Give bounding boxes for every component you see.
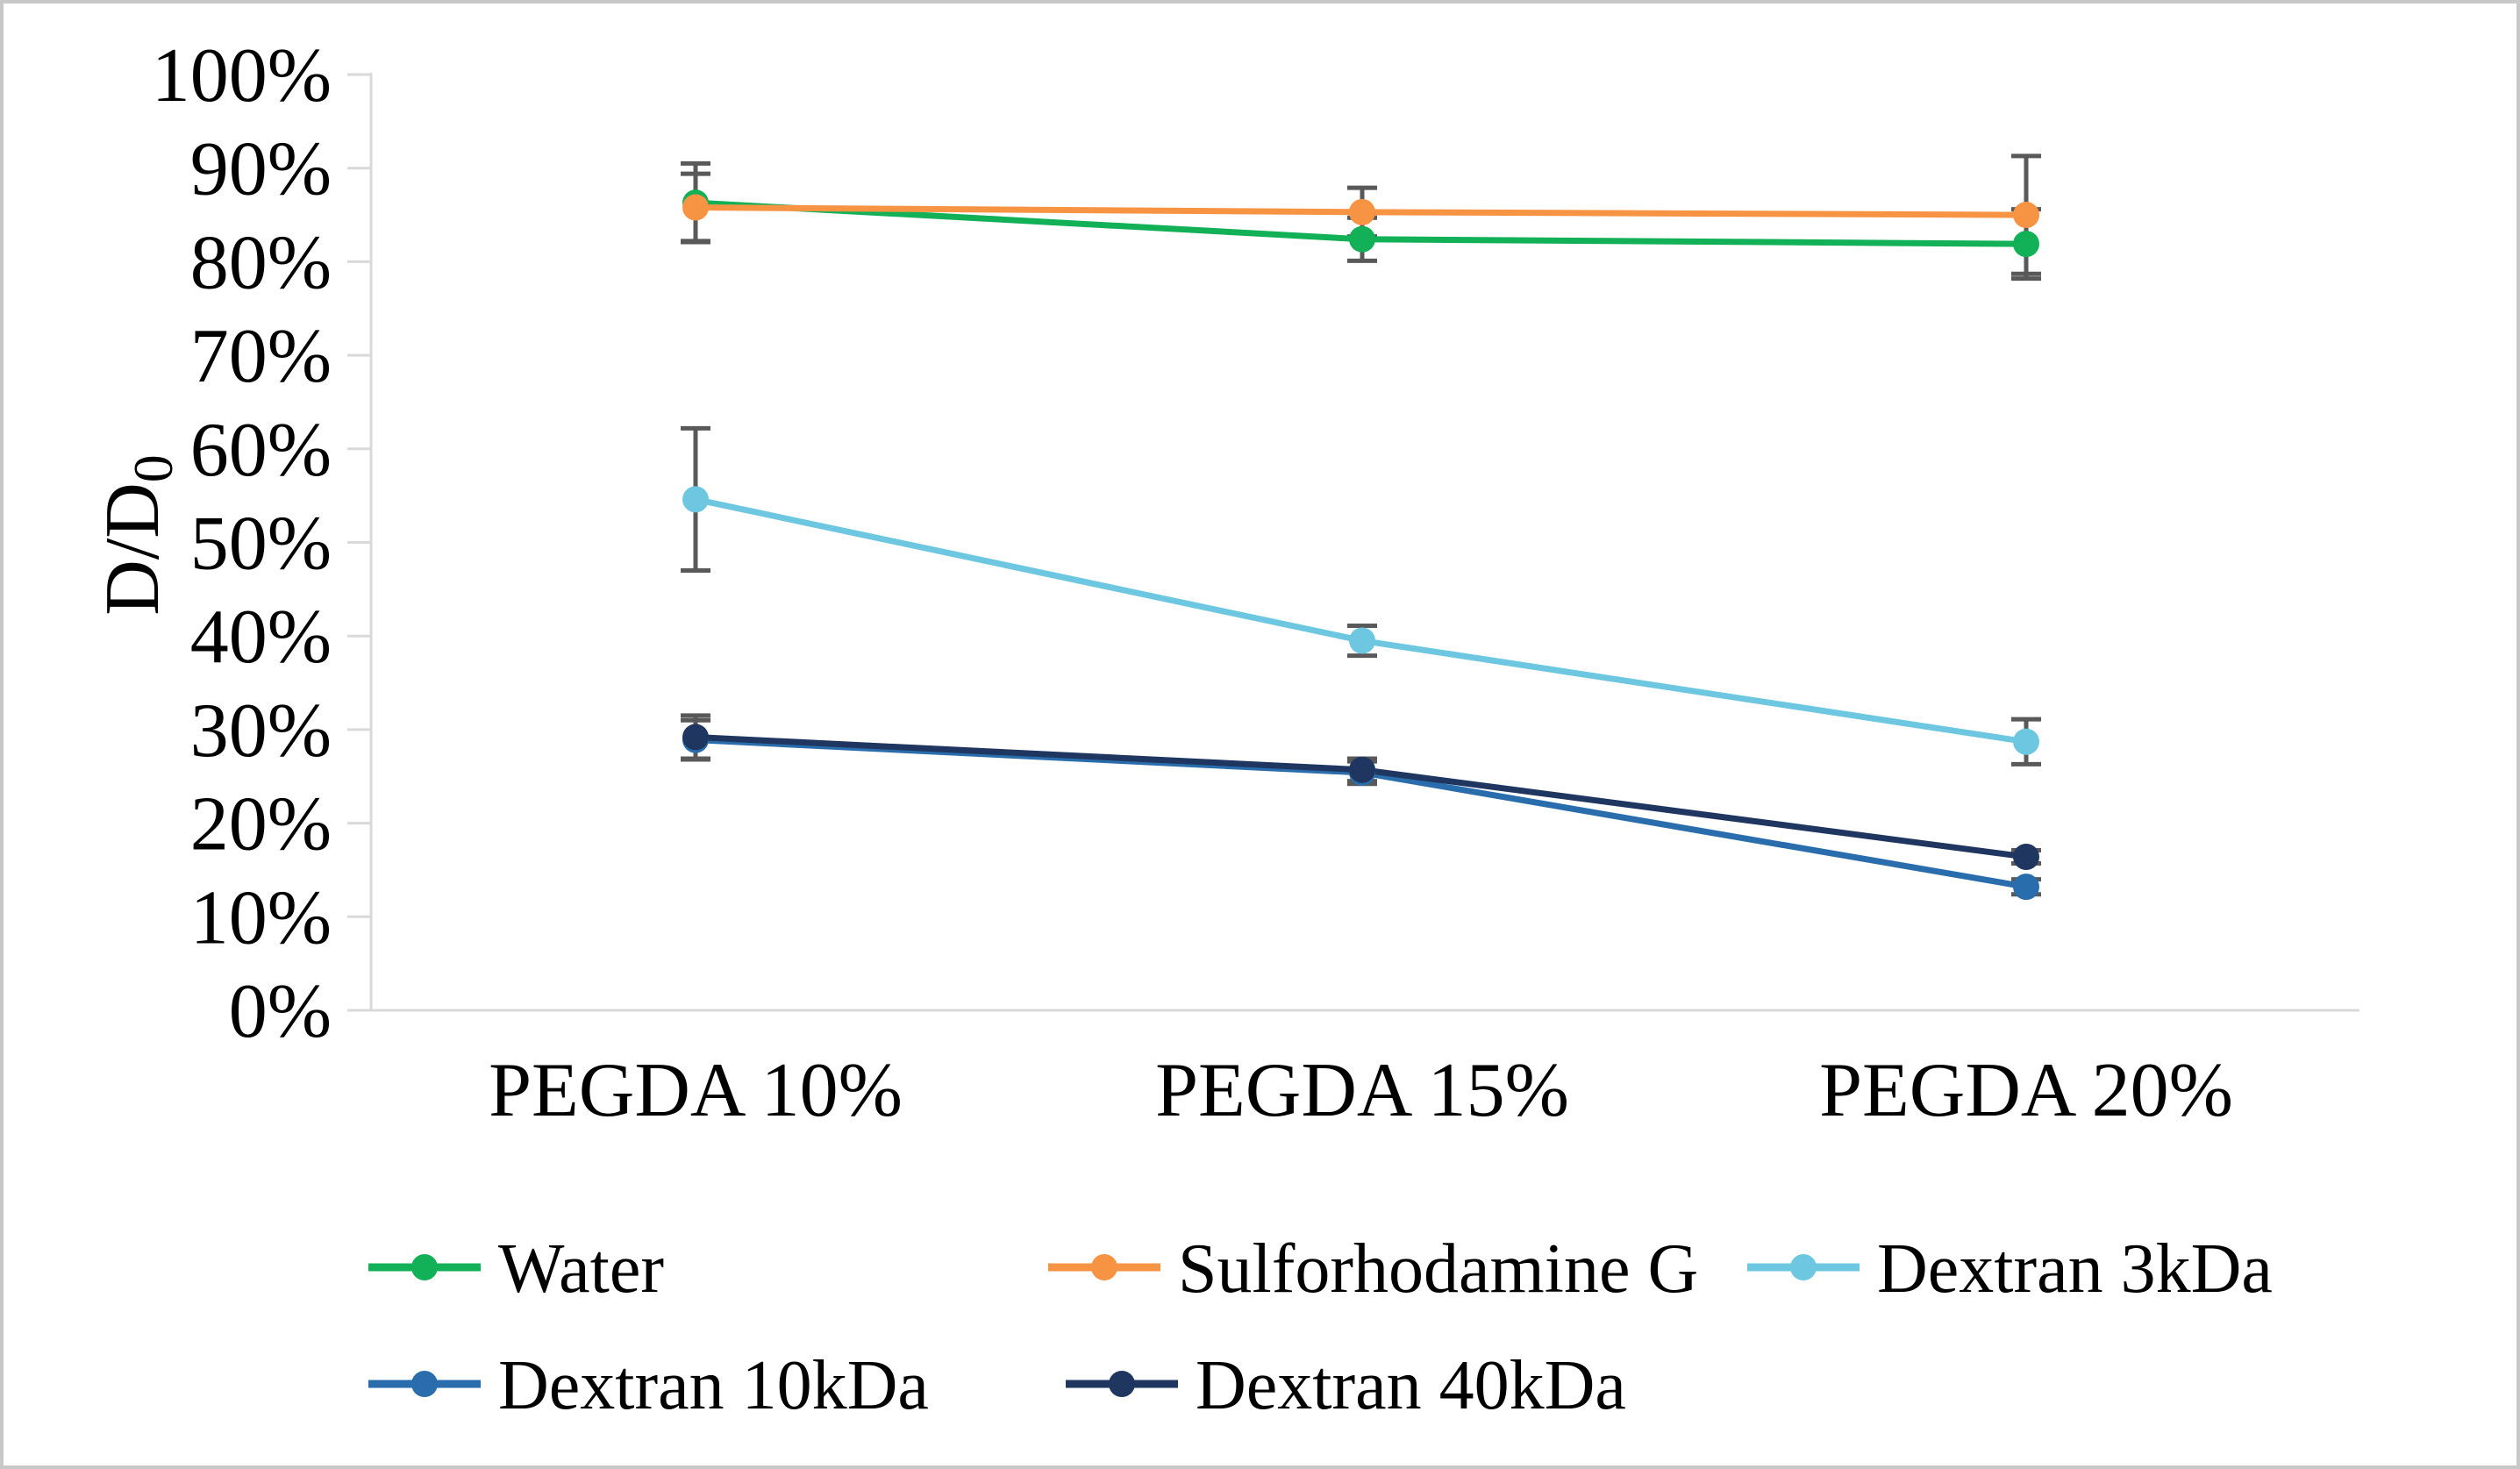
x-category-label: PEGDA 20% bbox=[1819, 1048, 2233, 1133]
legend-label-dextran-10kda: Dextran 10kDa bbox=[498, 1347, 929, 1424]
y-tick-label: 70% bbox=[190, 314, 332, 399]
y-tick-label: 50% bbox=[190, 502, 332, 587]
legend-label-dextran-3kda: Dextran 3kDa bbox=[1877, 1230, 2273, 1308]
y-tick-label: 0% bbox=[229, 969, 332, 1054]
legend-marker-water bbox=[411, 1254, 438, 1280]
data-point-dextran-3kda bbox=[1349, 627, 1375, 654]
data-point-sulforhodamine-g bbox=[682, 194, 709, 221]
y-tick-label: 20% bbox=[190, 782, 332, 867]
legend-label-water: Water bbox=[498, 1230, 664, 1308]
data-point-sulforhodamine-g bbox=[2013, 202, 2039, 229]
data-point-dextran-40kda bbox=[2013, 844, 2039, 871]
data-point-dextran-10kda bbox=[2013, 874, 2039, 901]
y-tick-label: 80% bbox=[190, 220, 332, 305]
y-tick-label: 100% bbox=[152, 33, 332, 118]
data-point-dextran-3kda bbox=[682, 486, 709, 513]
y-tick-label: 90% bbox=[190, 127, 332, 212]
legend-marker-sulforhodamine-g bbox=[1091, 1254, 1117, 1280]
x-category-label: PEGDA 10% bbox=[489, 1048, 903, 1133]
legend-label-sulforhodamine-g: Sulforhodamine G bbox=[1178, 1230, 1698, 1308]
y-tick-label: 30% bbox=[190, 688, 332, 774]
y-tick-label: 60% bbox=[190, 408, 332, 493]
legend-marker-dextran-3kda bbox=[1790, 1254, 1817, 1280]
x-category-label: PEGDA 15% bbox=[1155, 1048, 1569, 1133]
data-point-water bbox=[2013, 231, 2039, 258]
data-point-sulforhodamine-g bbox=[1349, 198, 1375, 225]
y-tick-label: 10% bbox=[190, 875, 332, 960]
y-axis-title: D/D0 bbox=[90, 454, 184, 616]
data-point-dextran-40kda bbox=[1349, 756, 1375, 783]
legend-label-dextran-40kda: Dextran 40kDa bbox=[1196, 1347, 1626, 1424]
legend-marker-dextran-10kda bbox=[411, 1371, 438, 1397]
y-tick-label: 40% bbox=[190, 595, 332, 680]
data-point-water bbox=[1349, 225, 1375, 253]
legend-marker-dextran-40kda bbox=[1109, 1371, 1135, 1397]
data-point-dextran-3kda bbox=[2013, 728, 2039, 755]
data-point-dextran-40kda bbox=[682, 724, 709, 751]
